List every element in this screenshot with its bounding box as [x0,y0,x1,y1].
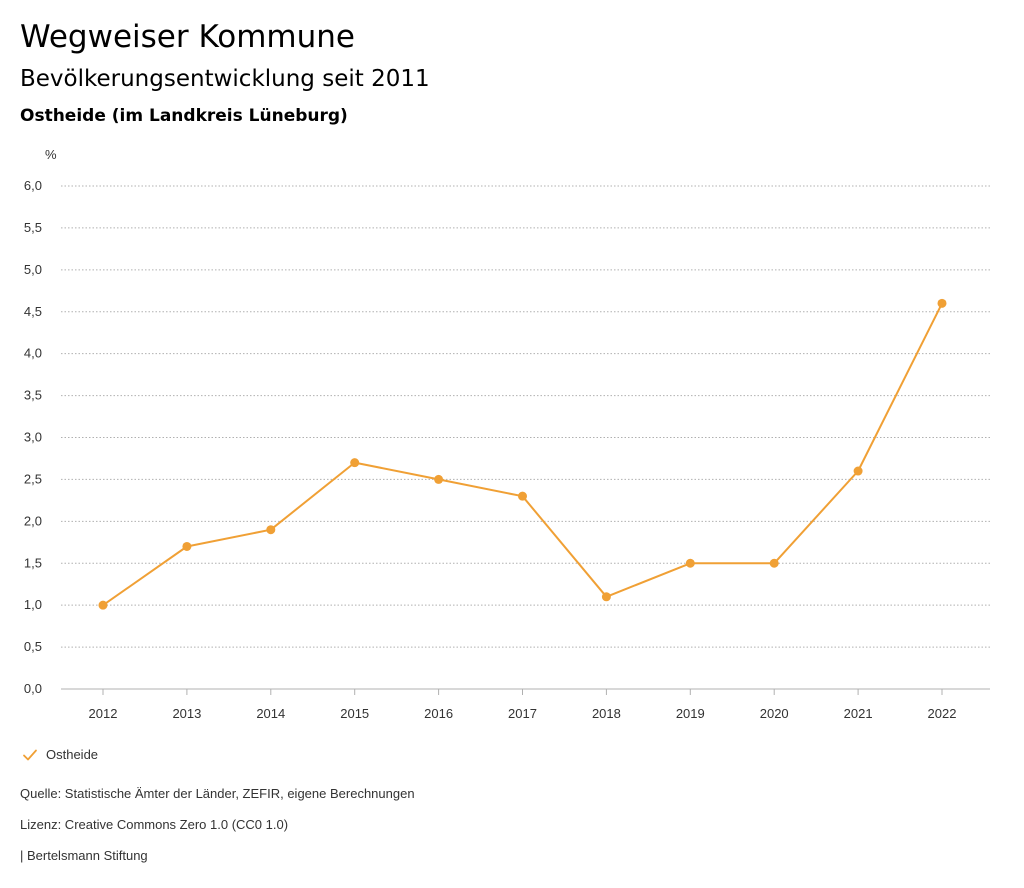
license-note: Lizenz: Creative Commons Zero 1.0 (CC0 1… [20,817,289,832]
x-tick-labels: 2012 2013 2014 2015 2016 2017 2018 2019 2020 2021… [89,689,957,721]
data-point[interactable] [350,458,360,468]
y-tick-label: 4,0 [24,346,42,361]
x-tick-label: 2020 [760,706,789,721]
x-tick-label: 2014 [256,706,285,721]
legend-label: Ostheide [46,747,99,762]
data-point[interactable] [601,592,611,602]
y-tick-label: 3,5 [24,388,42,403]
checkmark-icon [23,749,37,761]
x-tick-label: 2016 [424,706,453,721]
data-point[interactable] [937,298,947,308]
data-point[interactable] [266,525,276,535]
data-point[interactable] [518,491,527,501]
data-point[interactable] [434,474,444,484]
legend-item-ostheide[interactable]: Ostheide [22,744,98,766]
y-tick-label: 3,0 [24,430,42,445]
y-tick-label: 5,5 [24,220,42,235]
x-tick-label: 2015 [340,706,369,721]
y-axis-unit-label: % [45,147,57,162]
y-tick-label: 5,0 [24,262,42,277]
source-note: Quelle: Statistische Ämter der Länder, Z… [20,786,415,801]
data-point[interactable] [182,541,192,551]
series-layer [98,298,947,610]
x-tick-label: 2022 [928,706,957,721]
y-tick-label: 1,5 [24,555,42,570]
x-tick-label: 2021 [844,706,873,721]
data-point[interactable] [98,600,108,610]
y-tick-label: 1,0 [24,597,42,612]
y-tick-label: 6,0 [24,178,42,193]
y-tick-label: 0,5 [24,639,42,654]
x-tick-label: 2017 [508,706,537,721]
y-tick-label: 4,5 [24,304,42,319]
chart-subtitle: Bevölkerungsentwicklung seit 2011 [20,66,430,92]
series-line-ostheide [102,302,943,607]
grid-layer [61,185,990,690]
y-tick-label: 0,0 [24,681,42,696]
line-chart: 0,00,51,01,52,02,53,03,54,04,55,05,56,0 … [24,147,990,721]
data-point[interactable] [769,558,779,568]
publisher-note: | Bertelsmann Stiftung [20,848,148,863]
region-label: Ostheide (im Landkreis Lüneburg) [20,106,348,126]
x-tick-label: 2013 [172,706,201,721]
page-title: Wegweiser Kommune [20,19,355,55]
y-tick-label: 2,5 [24,471,42,486]
data-point[interactable] [685,558,695,568]
y-tick-labels: 0,0 0,5 1,0 1,5 2,0 2,5 3,0 3,5 4,0 4,5 5,0 5,5 6,0 [24,178,42,696]
y-tick-label: 2,0 [24,513,42,528]
x-tick-label: 2012 [89,706,118,721]
x-tick-label: 2018 [592,706,621,721]
data-point[interactable] [853,466,863,476]
x-tick-label: 2019 [676,706,705,721]
